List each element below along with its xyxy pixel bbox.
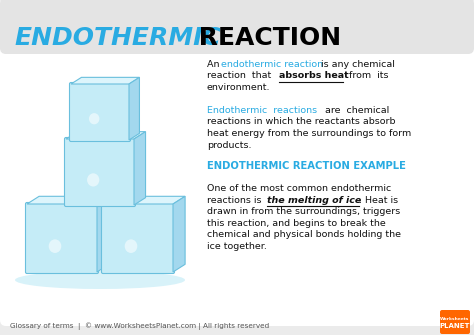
Text: Endothermic  reactions: Endothermic reactions xyxy=(207,106,317,115)
FancyBboxPatch shape xyxy=(26,202,99,273)
Text: REACTION: REACTION xyxy=(190,26,341,50)
Text: from  its: from its xyxy=(343,71,389,80)
Text: are  chemical: are chemical xyxy=(319,106,389,115)
Text: ice together.: ice together. xyxy=(207,242,267,251)
Text: drawn in from the surroundings, triggers: drawn in from the surroundings, triggers xyxy=(207,207,400,216)
Text: . Heat is: . Heat is xyxy=(359,196,398,205)
Text: One of the most common endothermic: One of the most common endothermic xyxy=(207,184,391,193)
Text: products.: products. xyxy=(207,140,252,149)
Text: is any chemical: is any chemical xyxy=(318,60,395,69)
Text: this reaction, and begins to break the: this reaction, and begins to break the xyxy=(207,219,386,228)
Polygon shape xyxy=(66,132,146,139)
FancyBboxPatch shape xyxy=(64,137,136,206)
Text: absorbs heat: absorbs heat xyxy=(279,71,349,80)
Polygon shape xyxy=(71,77,139,84)
Polygon shape xyxy=(103,196,185,204)
Text: reaction  that: reaction that xyxy=(207,71,277,80)
Polygon shape xyxy=(134,132,146,205)
Ellipse shape xyxy=(87,173,100,187)
Text: reactions is: reactions is xyxy=(207,196,264,205)
FancyBboxPatch shape xyxy=(440,310,470,334)
FancyBboxPatch shape xyxy=(70,82,130,141)
Polygon shape xyxy=(129,77,139,140)
Text: endothermic reaction: endothermic reaction xyxy=(221,60,323,69)
Ellipse shape xyxy=(125,240,137,253)
Text: An: An xyxy=(207,60,222,69)
Text: Glossary of terms  |  © www.WorksheetsPlanet.com | All rights reserved: Glossary of terms | © www.WorksheetsPlan… xyxy=(10,322,269,330)
Polygon shape xyxy=(173,196,185,272)
Text: Worksheets: Worksheets xyxy=(440,317,470,321)
Ellipse shape xyxy=(49,240,61,253)
Ellipse shape xyxy=(89,113,100,124)
Text: chemical and physical bonds holding the: chemical and physical bonds holding the xyxy=(207,230,401,239)
Polygon shape xyxy=(27,196,109,204)
FancyBboxPatch shape xyxy=(0,0,474,54)
Text: ENDOTHERMIC REACTION EXAMPLE: ENDOTHERMIC REACTION EXAMPLE xyxy=(207,161,406,171)
Ellipse shape xyxy=(15,271,185,289)
Text: environment.: environment. xyxy=(207,83,271,92)
Text: the melting of ice: the melting of ice xyxy=(267,196,361,205)
Text: reactions in which the reactants absorb: reactions in which the reactants absorb xyxy=(207,118,395,127)
Text: PLANET: PLANET xyxy=(440,323,470,329)
FancyBboxPatch shape xyxy=(0,0,474,326)
Text: ENDOTHERMIC: ENDOTHERMIC xyxy=(14,26,221,50)
FancyBboxPatch shape xyxy=(101,202,174,273)
Bar xyxy=(6,38,468,50)
Polygon shape xyxy=(97,196,109,272)
Text: heat energy from the surroundings to form: heat energy from the surroundings to for… xyxy=(207,129,411,138)
